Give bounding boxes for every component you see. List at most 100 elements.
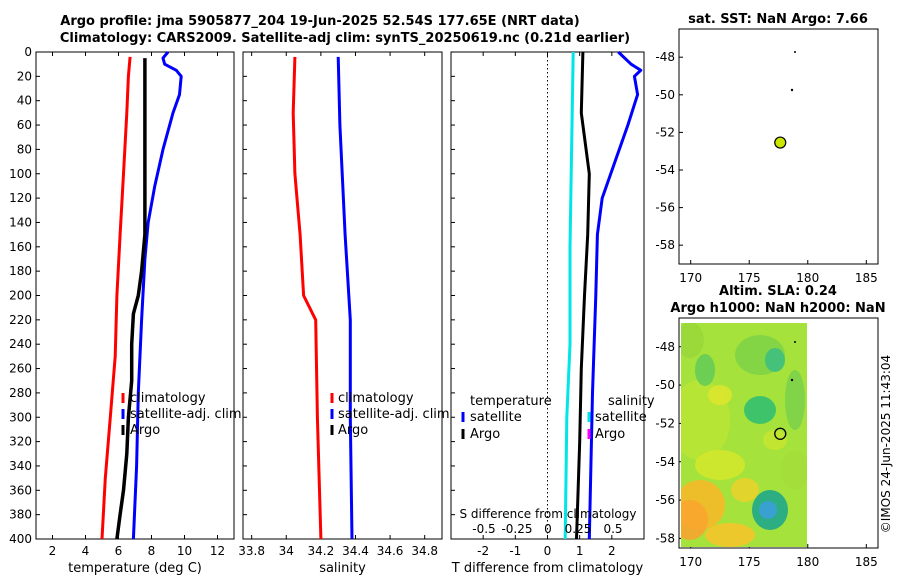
temperature-legend-entry: satellite-adj. clim [130, 407, 242, 422]
temperature-xtick-label: 8 [148, 544, 156, 558]
sst-map-island-dot [794, 51, 796, 53]
sla-map-blob [708, 385, 732, 405]
sst-map-title: sat. SST: NaN Argo: 7.66 [688, 12, 868, 27]
sla-map-blob [785, 370, 805, 430]
salinity-xtick-label: 34 [279, 544, 294, 558]
temperature-ytick-label: 240 [9, 337, 32, 351]
salinity-xtick-label: 34.2 [308, 544, 335, 558]
temperature-legend-entry: climatology [130, 391, 206, 406]
sst-map-ytick-label: -56 [655, 201, 675, 215]
sla-map-blob [759, 501, 777, 519]
sla-map-blob [681, 323, 704, 358]
sla-map-xtick-label: 170 [679, 555, 702, 569]
temperature-xtick-label: 4 [82, 544, 90, 558]
temperature-ytick-label: 140 [9, 215, 32, 229]
temperature-series-satellite-adj-clim [131, 51, 183, 540]
temperature-ytick-label: 120 [9, 191, 32, 205]
sla-map-xtick-label: 175 [738, 555, 761, 569]
difference-xtick-label: 2 [608, 544, 616, 558]
temperature-ytick-label: 340 [9, 459, 32, 473]
temperature-ytick-label: 220 [9, 313, 32, 327]
temperature-xtick-label: 10 [177, 544, 192, 558]
temperature-ytick-label: 300 [9, 410, 32, 424]
sla-map-blob [763, 430, 787, 450]
sla-map-ytick-label: -56 [655, 493, 675, 507]
temperature-ytick-label: 0 [24, 45, 32, 59]
difference-legend-entry-salinity: Argo [595, 427, 625, 442]
sst-map-xtick-label: 185 [855, 271, 878, 285]
imos-timestamp: ©IMOS 24-Jun-2025 11:43:04 [879, 355, 893, 533]
sst-map-ytick-label: -50 [655, 88, 675, 102]
temperature-ytick-label: 380 [9, 508, 32, 522]
sst-map-ytick-label: -58 [655, 238, 675, 252]
difference-s-tick-label: 0 [544, 522, 552, 536]
sst-map-ytick-label: -52 [655, 125, 675, 139]
sst-map-xtick-label: 170 [679, 271, 702, 285]
difference-s-tick-label: 0.25 [565, 522, 592, 536]
sst-map-argo-marker [774, 136, 787, 149]
sla-map-ytick-label: -58 [655, 531, 675, 545]
temperature-ytick-label: 20 [17, 69, 32, 83]
difference-legend-title-salinity: salinity [608, 394, 655, 409]
temperature-xtick-label: 6 [115, 544, 123, 558]
temperature-ytick-label: 40 [17, 94, 32, 108]
sla-map-blob [744, 396, 776, 424]
difference-xtick-label: -2 [477, 544, 489, 558]
difference-xtick-label: 0 [544, 544, 552, 558]
salinity-xtick-label: 34.6 [377, 544, 404, 558]
difference-s-tick-label: -0.25 [501, 522, 532, 536]
sla-map-ytick-label: -54 [655, 455, 675, 469]
temperature-ytick-label: 160 [9, 240, 32, 254]
temperature-ytick-label: 260 [9, 362, 32, 376]
difference-legend-entry-temperature: satellite [470, 410, 522, 425]
sla-map-title-line1: Altim. SLA: 0.24 [719, 284, 837, 299]
sst-map-ytick-label: -48 [655, 50, 675, 64]
temperature-ytick-label: 400 [9, 532, 32, 546]
figure-title-line2: Climatology: CARS2009. Satellite-adj cli… [59, 31, 631, 46]
sst-map-ytick-label: -54 [655, 163, 675, 177]
salinity-frame [242, 51, 443, 540]
salinity-series-satellite-adj-clim [336, 56, 354, 540]
temperature-ytick-label: 60 [17, 118, 32, 132]
sla-map-blob [681, 500, 708, 540]
salinity-legend-entry: Argo [338, 423, 368, 438]
sst-map-xtick-label: 180 [796, 271, 819, 285]
temperature-series-argo [115, 58, 147, 540]
temperature-ytick-label: 80 [17, 142, 32, 156]
temperature-ytick-label: 360 [9, 483, 32, 497]
difference-s-tick-label: 0.5 [603, 522, 622, 536]
difference-legend-entry-salinity: satellite [595, 410, 647, 425]
sla-map-ytick-label: -50 [655, 378, 675, 392]
sla-map-field [681, 323, 807, 547]
salinity-series-climatology [291, 56, 323, 540]
temperature-xtick-label: 2 [49, 544, 57, 558]
temperature-frame [35, 51, 235, 540]
difference-series-temperature-argo [575, 51, 591, 540]
sla-map-argo-marker [774, 427, 787, 440]
salinity-legend-entry: climatology [338, 391, 414, 406]
salinity-xtick-label: 34.8 [411, 544, 438, 558]
salinity-xlabel: salinity [319, 561, 366, 576]
sst-map-island-dot [790, 88, 794, 92]
difference-series-salinity-satellite [563, 51, 575, 540]
temperature-xlabel: temperature (deg C) [68, 561, 202, 576]
difference-xtick-label: 1 [576, 544, 584, 558]
difference-series-temperature-satellite [587, 50, 643, 540]
salinity-xtick-label: 33.8 [238, 544, 265, 558]
sla-map-ytick-label: -52 [655, 416, 675, 430]
temperature-xtick-label: 12 [210, 544, 225, 558]
sst-map-xtick-label: 175 [738, 271, 761, 285]
salinity-legend-entry: satellite-adj. clim [338, 407, 450, 422]
sla-map-xtick-label: 185 [855, 555, 878, 569]
difference-s-tick-label: -0.5 [472, 522, 495, 536]
sla-map-title-line2: Argo h1000: NaN h2000: NaN [670, 301, 885, 316]
difference-xlabel: T difference from climatology [451, 561, 644, 576]
salinity-xtick-label: 34.4 [342, 544, 369, 558]
sla-map-blob [731, 478, 759, 502]
figure-title-line1: Argo profile: jma 5905877_204 19-Jun-202… [60, 14, 580, 29]
difference-legend-title-temperature: temperature [470, 394, 552, 409]
difference-xtick-label: -1 [509, 544, 521, 558]
sla-map-island-dot [794, 341, 796, 343]
temperature-legend-entry: Argo [130, 423, 160, 438]
